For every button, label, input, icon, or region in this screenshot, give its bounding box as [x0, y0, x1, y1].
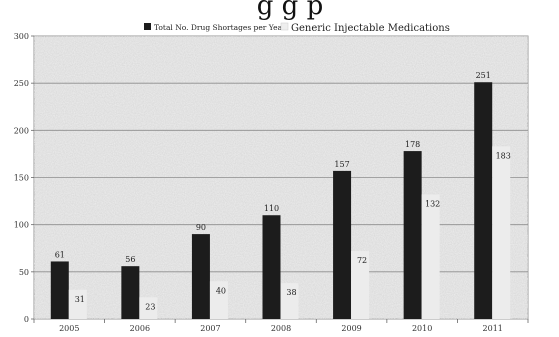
bar-series0	[50, 261, 69, 319]
data-label-series0: 61	[55, 250, 65, 259]
bar-series1	[139, 297, 158, 319]
y-tick-label: 50	[19, 268, 29, 277]
x-tick-label: 2009	[341, 324, 361, 333]
bar-series1	[492, 146, 511, 319]
legend-swatch-series1	[280, 22, 289, 31]
legend: Total No. Drug Shortages per Year Generi…	[144, 22, 450, 34]
legend-label-series0: Total No. Drug Shortages per Year	[154, 23, 286, 32]
data-label-series0: 56	[125, 255, 135, 264]
data-labels: 61 31 56 23 90 40 110 38 157 72 178 132 251 183	[55, 71, 511, 311]
legend-label-series1: Generic Injectable Medications	[291, 23, 450, 34]
x-tick-label: 2010	[412, 324, 432, 333]
bar-series0	[262, 215, 281, 319]
bar-series1	[209, 281, 228, 319]
data-label-series1: 31	[75, 295, 85, 304]
x-tick-label: 2008	[271, 324, 291, 333]
x-tick-label: 2005	[59, 324, 79, 333]
x-tick-label: 2011	[483, 324, 503, 333]
legend-swatch-series0	[144, 23, 151, 30]
bar-series1	[68, 289, 87, 319]
data-label-series0: 251	[476, 71, 491, 80]
y-tick-label: 100	[14, 221, 29, 230]
x-axis: 2005 2006 2007 2008 2009 2010 2011	[33, 319, 529, 333]
bar-series0	[121, 266, 140, 319]
bar-series1	[421, 194, 440, 319]
data-label-series1: 72	[357, 256, 367, 265]
data-label-series0: 110	[264, 204, 279, 213]
bar-series0	[333, 170, 352, 319]
data-label-series1: 40	[216, 286, 226, 295]
x-tick-label: 2006	[130, 324, 150, 333]
bar-series0	[474, 82, 493, 320]
data-label-series0: 178	[405, 140, 420, 149]
bars	[50, 82, 511, 320]
y-tick-label: 0	[24, 315, 29, 324]
bar-series1	[280, 283, 299, 319]
data-label-series0: 90	[196, 223, 206, 232]
bar-series0	[191, 234, 210, 319]
data-label-series1: 132	[425, 199, 440, 208]
data-label-series1: 183	[496, 151, 511, 160]
data-label-series1: 23	[145, 302, 155, 311]
bar-series0	[403, 151, 422, 319]
y-tick-label: 300	[14, 32, 29, 41]
x-tick-label: 2007	[200, 324, 220, 333]
bar-series1	[351, 251, 370, 319]
data-label-series0: 157	[334, 160, 349, 169]
gridlines	[34, 82, 528, 273]
y-tick-label: 200	[14, 126, 29, 135]
chart-title-fragment: g g p	[257, 0, 323, 21]
y-tick-label: 150	[14, 174, 29, 183]
y-axis: 0 50 100 150 200 250 300	[14, 32, 34, 324]
data-label-series1: 38	[286, 288, 296, 297]
y-tick-label: 250	[14, 79, 29, 88]
